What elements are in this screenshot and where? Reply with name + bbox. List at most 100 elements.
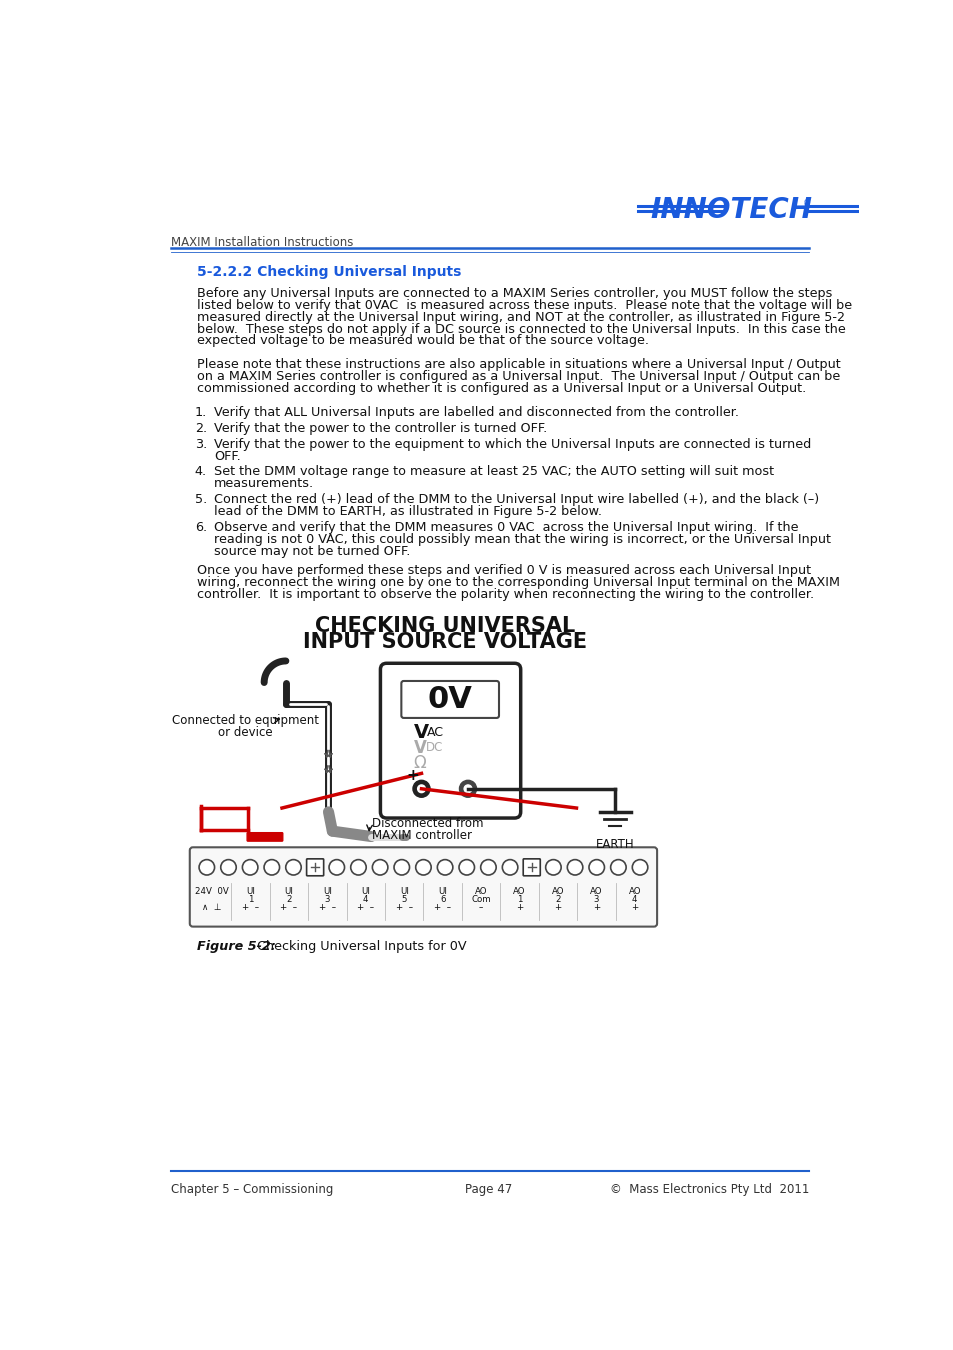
Circle shape	[632, 860, 647, 875]
Circle shape	[567, 860, 582, 875]
Text: below.  These steps do not apply if a DC source is connected to the Universal In: below. These steps do not apply if a DC …	[196, 323, 844, 336]
Text: ©  Mass Electronics Pty Ltd  2011: © Mass Electronics Pty Ltd 2011	[609, 1183, 808, 1196]
Text: 1: 1	[517, 895, 521, 905]
Text: reading is not 0 VAC, this could possibly mean that the wiring is incorrect, or : reading is not 0 VAC, this could possibl…	[213, 533, 830, 545]
Circle shape	[264, 860, 279, 875]
Circle shape	[502, 860, 517, 875]
Circle shape	[417, 784, 425, 792]
Text: Page 47: Page 47	[465, 1183, 512, 1196]
Text: OFF.: OFF.	[213, 450, 240, 463]
Text: EARTH: EARTH	[596, 838, 634, 850]
Text: +: +	[554, 903, 561, 911]
Circle shape	[220, 860, 236, 875]
Text: MAXIM Installation Instructions: MAXIM Installation Instructions	[171, 236, 354, 248]
Text: commissioned according to whether it is configured as a Universal Input or a Uni: commissioned according to whether it is …	[196, 382, 805, 396]
Circle shape	[610, 860, 625, 875]
Text: +  –: + –	[280, 903, 297, 911]
Text: UI: UI	[361, 887, 370, 896]
Text: 5: 5	[401, 895, 407, 905]
Text: DC: DC	[426, 741, 443, 755]
FancyBboxPatch shape	[380, 663, 520, 818]
Text: INPUT SOURCE VOLTAGE: INPUT SOURCE VOLTAGE	[302, 632, 586, 652]
Text: UI: UI	[323, 887, 332, 896]
Text: +  –: + –	[434, 903, 451, 911]
Text: AO: AO	[551, 887, 563, 896]
Text: 0V: 0V	[427, 684, 472, 714]
Text: 2.: 2.	[194, 423, 207, 435]
Text: –: –	[478, 903, 483, 911]
Text: 3: 3	[593, 895, 598, 905]
Text: Please note that these instructions are also applicable in situations where a Un: Please note that these instructions are …	[196, 358, 840, 371]
Text: 3: 3	[324, 895, 330, 905]
Text: listed below to verify that 0VAC  is measured across these inputs.  Please note : listed below to verify that 0VAC is meas…	[196, 298, 851, 312]
Text: 5-2.2.2 Checking Universal Inputs: 5-2.2.2 Checking Universal Inputs	[196, 265, 460, 279]
Text: 4: 4	[632, 895, 637, 905]
Text: 1.: 1.	[194, 406, 207, 418]
Text: Figure 5-2:: Figure 5-2:	[196, 941, 275, 953]
Text: CHECKING UNIVERSAL: CHECKING UNIVERSAL	[314, 616, 575, 636]
Text: UI: UI	[284, 887, 294, 896]
Text: lead of the DMM to EARTH, as illustrated in Figure 5-2 below.: lead of the DMM to EARTH, as illustrated…	[213, 505, 601, 518]
Text: measured directly at the Universal Input wiring, and NOT at the controller, as i: measured directly at the Universal Input…	[196, 310, 843, 324]
Text: Ω: Ω	[414, 755, 426, 772]
Text: Connect the red (+) lead of the DMM to the Universal Input wire labelled (+), an: Connect the red (+) lead of the DMM to t…	[213, 493, 818, 506]
Text: Chapter 5 – Commissioning: Chapter 5 – Commissioning	[171, 1183, 334, 1196]
FancyBboxPatch shape	[190, 848, 657, 926]
Text: +  –: + –	[395, 903, 413, 911]
Text: Once you have performed these steps and verified 0 V is measured across each Uni: Once you have performed these steps and …	[196, 564, 810, 578]
Text: +: +	[406, 768, 419, 783]
Text: expected voltage to be measured would be that of the source voltage.: expected voltage to be measured would be…	[196, 335, 648, 347]
Text: +  –: + –	[242, 903, 259, 911]
Text: V: V	[414, 724, 429, 742]
Circle shape	[242, 860, 257, 875]
Circle shape	[285, 860, 301, 875]
Text: Observe and verify that the DMM measures 0 VAC  across the Universal Input wirin: Observe and verify that the DMM measures…	[213, 521, 798, 533]
Circle shape	[480, 860, 496, 875]
Text: Verify that the power to the controller is turned OFF.: Verify that the power to the controller …	[213, 423, 546, 435]
FancyBboxPatch shape	[247, 833, 282, 841]
Text: measurements.: measurements.	[213, 478, 314, 490]
Text: +  –: + –	[356, 903, 374, 911]
Text: AO: AO	[513, 887, 525, 896]
FancyBboxPatch shape	[306, 859, 323, 876]
Text: 3.: 3.	[194, 437, 207, 451]
Text: on a MAXIM Series controller is configured as a Universal Input.  The Universal : on a MAXIM Series controller is configur…	[196, 370, 840, 383]
Text: V: V	[414, 738, 426, 757]
Circle shape	[372, 860, 388, 875]
Circle shape	[458, 860, 474, 875]
Circle shape	[464, 784, 472, 792]
Text: UI: UI	[437, 887, 447, 896]
Text: controller.  It is important to observe the polarity when reconnecting the wirin: controller. It is important to observe t…	[196, 589, 813, 601]
Text: 1: 1	[248, 895, 253, 905]
Text: or device: or device	[218, 726, 273, 738]
Circle shape	[459, 780, 476, 798]
Text: 4.: 4.	[194, 466, 207, 478]
Circle shape	[416, 860, 431, 875]
Text: Set the DMM voltage range to measure at least 25 VAC; the AUTO setting will suit: Set the DMM voltage range to measure at …	[213, 466, 773, 478]
Text: 2: 2	[555, 895, 560, 905]
FancyBboxPatch shape	[522, 859, 539, 876]
Text: Connected to equipment: Connected to equipment	[172, 714, 318, 728]
Text: 5.: 5.	[194, 493, 207, 506]
Text: Verify that ALL Universal Inputs are labelled and disconnected from the controll: Verify that ALL Universal Inputs are lab…	[213, 406, 738, 418]
Text: +: +	[516, 903, 522, 911]
Text: Com: Com	[471, 895, 491, 905]
Circle shape	[588, 860, 604, 875]
Text: +  –: + –	[318, 903, 335, 911]
Text: AC: AC	[427, 726, 443, 738]
Circle shape	[545, 860, 560, 875]
Text: Disconnected from: Disconnected from	[372, 817, 483, 830]
Text: MAXIM controller: MAXIM controller	[372, 829, 472, 842]
Text: AO: AO	[628, 887, 640, 896]
Text: INNOTECH: INNOTECH	[650, 196, 812, 224]
Text: 2: 2	[286, 895, 292, 905]
Circle shape	[413, 780, 430, 798]
Circle shape	[329, 860, 344, 875]
Text: +: +	[631, 903, 638, 911]
Text: UI: UI	[399, 887, 408, 896]
Text: Checking Universal Inputs for 0V: Checking Universal Inputs for 0V	[249, 941, 467, 953]
Text: +: +	[592, 903, 599, 911]
Text: AO: AO	[590, 887, 602, 896]
FancyBboxPatch shape	[401, 680, 498, 718]
Text: source may not be turned OFF.: source may not be turned OFF.	[213, 544, 410, 558]
